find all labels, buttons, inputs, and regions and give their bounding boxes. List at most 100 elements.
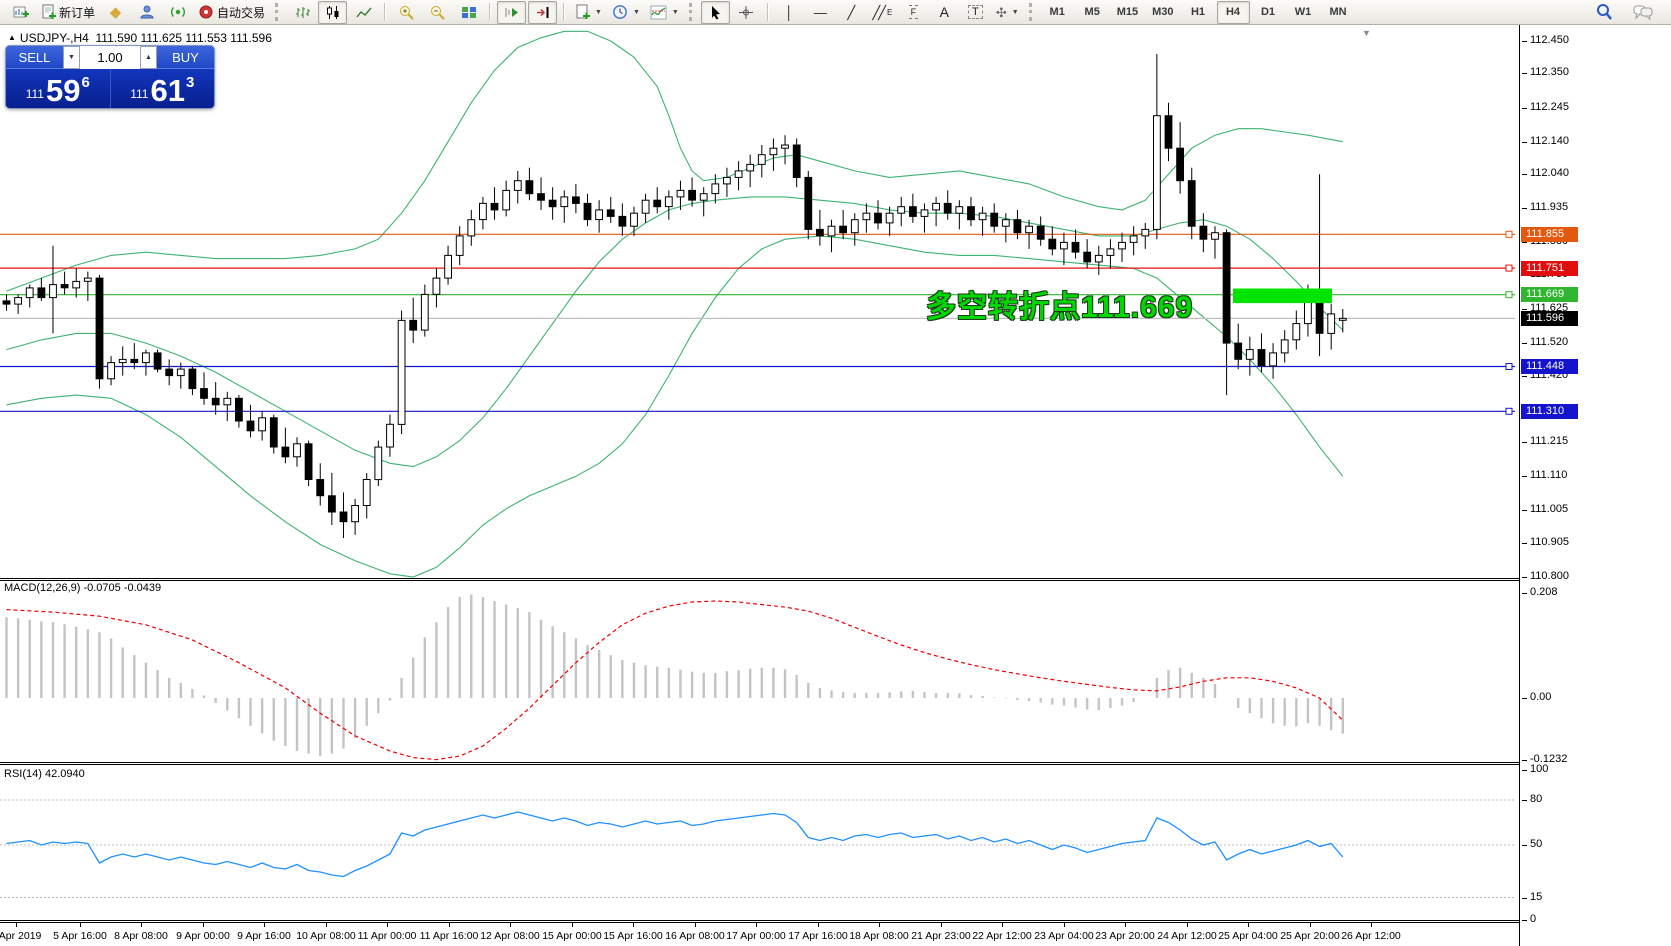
zoom-in-button[interactable] (392, 1, 421, 24)
label-tool-icon: T (967, 5, 983, 19)
bar-chart-icon (295, 6, 310, 18)
zoom-out-button[interactable] (423, 1, 452, 24)
pivot-zone-box[interactable] (1233, 288, 1332, 304)
time-tick (510, 923, 511, 927)
chat-icon (1633, 5, 1652, 20)
arrows-tool-button[interactable]: ✣ ▼ (992, 1, 1023, 24)
community-button[interactable] (132, 1, 161, 24)
metaquotes-icon: ◆ (109, 3, 122, 21)
sell-price[interactable]: 111 59 6 (6, 69, 111, 108)
new-chart-button[interactable] (6, 1, 35, 24)
auto-scroll-button[interactable] (497, 0, 527, 24)
rsi-pane[interactable] (0, 765, 1520, 920)
line-chart-icon (355, 7, 372, 17)
timeframe-H1[interactable]: H1 (1190, 6, 1206, 18)
time-label: 23 Apr 04:00 (1034, 930, 1094, 942)
time-tick (1371, 923, 1372, 927)
search-button[interactable] (1589, 1, 1618, 24)
rsi-line (6, 811, 1344, 878)
autotrade-button[interactable]: 自动交易 (194, 1, 269, 24)
toolbar-grip[interactable] (275, 3, 281, 21)
macd-pane[interactable] (0, 581, 1520, 762)
text-tool-button[interactable]: A (930, 1, 959, 24)
chart-area: 5 Apr 2019 5 Apr 16:00 8 Apr 08:00 9 Apr 00… (0, 25, 1671, 946)
timeframe-W1[interactable]: W1 (1294, 6, 1312, 18)
time-tick (264, 923, 265, 927)
time-axis[interactable]: 5 Apr 2019 5 Apr 16:00 8 Apr 08:00 9 Apr 00… (0, 923, 1519, 946)
sell-price-big-figure: 111 (25, 87, 44, 101)
volume-input[interactable]: 1.00 (80, 46, 140, 69)
crosshair-button[interactable] (732, 1, 761, 24)
label-tool-button[interactable]: T (961, 1, 990, 24)
signals-button[interactable] (163, 1, 192, 24)
pane-splitter[interactable] (0, 762, 1519, 763)
time-label: 5 Apr 2019 (0, 930, 42, 942)
time-label: 11 Apr 16:00 (419, 930, 479, 942)
timeframe-D1[interactable]: D1 (1260, 6, 1276, 18)
sell-button[interactable]: SELL (6, 46, 63, 69)
time-label: 18 Apr 08:00 (849, 930, 909, 942)
time-label: 17 Apr 00:00 (726, 930, 786, 942)
timeframe-M5[interactable]: M5 (1084, 6, 1100, 18)
candlestick-icon (326, 5, 339, 19)
indicators-icon (650, 5, 667, 19)
time-label: 8 Apr 08:00 (114, 930, 168, 942)
vline-tool-button[interactable]: │ (775, 1, 804, 24)
time-tick (941, 923, 942, 927)
volume-down-button[interactable]: ▼ (63, 46, 80, 69)
timeframe-M30[interactable]: M30 (1152, 6, 1174, 18)
buy-price[interactable]: 111 61 3 (111, 69, 215, 108)
period-button[interactable]: ▼ (608, 1, 644, 24)
price-tick: 112.350 (1522, 66, 1569, 78)
candlestick-chart-button[interactable] (318, 0, 348, 24)
timeframe-H4[interactable]: H4 (1216, 0, 1250, 24)
toolbar-grip[interactable] (688, 3, 695, 21)
line-chart-button[interactable] (349, 1, 378, 24)
hline-handle[interactable] (1505, 264, 1513, 272)
indicators-button[interactable]: ▼ (646, 1, 683, 24)
toolbar-separator (563, 3, 566, 21)
hline-handle[interactable] (1505, 407, 1513, 415)
time-label: 23 Apr 20:00 (1095, 930, 1155, 942)
time-label: 12 Apr 08:00 (480, 930, 540, 942)
cursor-button[interactable] (700, 0, 730, 24)
timeframe-M15[interactable]: M15 (1116, 6, 1139, 18)
pane-splitter[interactable] (0, 578, 1519, 579)
scroll-anchor-icon[interactable]: ▼ (1362, 28, 1371, 38)
hline-handle[interactable] (1505, 291, 1513, 299)
chart-shift-button[interactable] (528, 0, 558, 24)
metaquotes-button[interactable]: ◆ (101, 1, 130, 24)
price-chart-pane[interactable] (0, 25, 1520, 578)
clock-icon (613, 5, 627, 19)
pivot-annotation[interactable]: 多空转折点111.669 (926, 291, 1194, 324)
hline-tool-button[interactable]: — (806, 1, 835, 24)
price-axis[interactable]: 112.450 112.350 112.245 112.140 112.040 111.9… (1519, 25, 1671, 946)
symbol-period-label: USDJPY-,H4 (19, 31, 89, 45)
timeframe-MN[interactable]: MN (1329, 6, 1347, 18)
channel-tool-button[interactable]: ╱╱ E (868, 1, 897, 24)
volume-up-button[interactable]: ▲ (140, 46, 157, 69)
timeframe-M1[interactable]: M1 (1049, 6, 1065, 18)
zoom-out-icon (431, 5, 445, 20)
sell-price-pips: 59 (45, 73, 81, 109)
autotrade-icon (199, 5, 213, 19)
bar-chart-button[interactable] (287, 1, 316, 24)
fibonacci-tool-button[interactable]: F (899, 1, 928, 24)
candles (2, 54, 1347, 538)
tile-windows-button[interactable] (454, 1, 483, 24)
toolbar-grip[interactable] (1028, 3, 1035, 21)
hline-handle[interactable] (1505, 230, 1513, 238)
time-tick (16, 923, 17, 927)
new-order-button[interactable]: 新订单 (37, 1, 99, 24)
trendline-tool-button[interactable]: ╱ (837, 1, 866, 24)
hline-handle[interactable] (1505, 363, 1513, 370)
pane-splitter (0, 580, 1519, 581)
collapse-triangle-icon[interactable]: ▲ (8, 33, 16, 42)
pane-splitter[interactable] (0, 920, 1519, 921)
chat-button[interactable] (1628, 1, 1657, 24)
time-tick (387, 923, 388, 927)
arrows-icon: ✣ (995, 4, 1007, 20)
channel-label: E (887, 7, 893, 17)
templates-button[interactable]: ▼ (571, 1, 606, 24)
buy-button[interactable]: BUY (157, 46, 214, 69)
